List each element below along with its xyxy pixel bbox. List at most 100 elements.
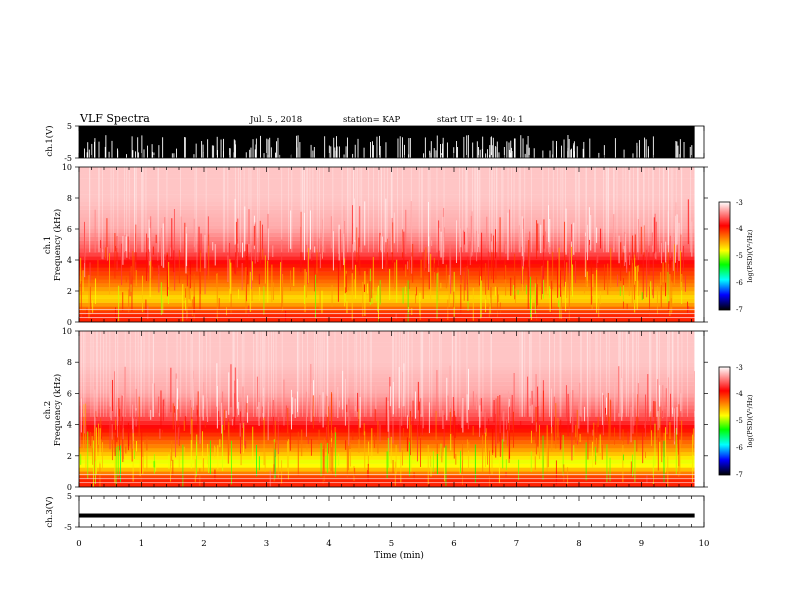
ch1-spectrogram-streak xyxy=(306,271,308,298)
ch2-spectrogram-streak xyxy=(115,419,117,430)
ch2-spectrogram-band xyxy=(79,448,695,453)
ch1-spectrogram-streak xyxy=(543,219,545,249)
ch1-spectrogram-streak xyxy=(536,220,538,259)
ch1-spectrogram-light-streak xyxy=(585,167,587,253)
ch1-spectrogram-streak xyxy=(158,265,160,293)
ch2-spectrogram-streak xyxy=(645,451,646,459)
ch2-spectrogram-light-streak xyxy=(232,331,234,417)
ch2-spectrogram-streak xyxy=(258,402,260,426)
ch1-spectrogram-streak xyxy=(204,235,206,269)
ch2-spectrogram-light-streak xyxy=(137,331,139,417)
ch1-spectrogram-streak xyxy=(238,289,240,299)
ch1-spectrogram-streak xyxy=(460,228,462,275)
ch2-spectrogram-streak xyxy=(666,406,668,435)
ch1-spectrogram-streak xyxy=(549,286,550,299)
ch2-spectrogram-light-streak xyxy=(302,331,303,417)
ch1-spectrogram-band xyxy=(79,279,695,284)
ch1-spectrogram-streak xyxy=(339,229,341,271)
ch1-spectrogram-streak xyxy=(300,211,302,259)
ch2-spectrogram-streak xyxy=(599,434,601,453)
ch2-spectrogram-band xyxy=(79,436,695,441)
ch1-spectrogram-streak xyxy=(522,218,524,266)
ch1-spectrogram-streak xyxy=(251,245,252,290)
ch2-spectrogram-light-streak xyxy=(626,331,628,417)
ch2-spectrogram-light-streak xyxy=(599,331,601,417)
ch1-spectrogram-streak xyxy=(244,206,246,252)
ch2-spectrogram-streak xyxy=(121,395,123,430)
ch1-spectrogram-streak xyxy=(430,253,432,300)
ch1-spectrogram-streak xyxy=(494,286,496,296)
ch1-spectrogram-streak xyxy=(466,227,468,244)
ch2-spectrogram-streak xyxy=(256,444,257,477)
ch1-spectrogram-streak xyxy=(161,228,162,266)
ch2-spectrogram-light-streak xyxy=(580,331,582,417)
ch2-spectrogram-streak xyxy=(595,446,597,462)
ch2-spectrogram-ytick-label: 10 xyxy=(62,327,72,336)
ch2-spectrogram-streak xyxy=(461,401,463,428)
ch2-spectrogram-light-streak xyxy=(354,331,356,417)
ch1-spectrogram-streak xyxy=(245,267,247,314)
ch1-spectrogram-streak xyxy=(640,226,642,255)
ch2-frequency-label: Frequency (kHz) xyxy=(52,374,63,446)
ch1-spectrogram-streak xyxy=(314,274,316,319)
ch1-spectrogram-light-streak xyxy=(542,167,544,253)
ch1-spectrogram-band xyxy=(79,275,695,280)
ch2-spectrogram-band xyxy=(79,444,695,449)
ch1-spectrogram-streak xyxy=(290,270,291,291)
ch1-spectrogram-streak xyxy=(466,266,468,285)
ch1-spectrogram-light-streak xyxy=(347,167,349,253)
ch1-spectrogram-light-streak xyxy=(135,167,137,253)
ch1-spectrogram-streak xyxy=(186,233,188,267)
ch2-spectrogram-light-streak xyxy=(327,331,328,417)
ch2-spectrogram-streak xyxy=(592,429,594,436)
ch2-spectrogram-ytick-label: 8 xyxy=(67,358,72,367)
ch1-spectrogram-band xyxy=(79,256,695,261)
ch2-spectrogram-streak xyxy=(678,436,680,467)
ch1-spectrogram-light-streak xyxy=(465,167,467,253)
ch2-spectrogram-streak xyxy=(238,401,240,415)
ch2-spectrogram-streak xyxy=(417,381,419,411)
ch1-spectrogram-streak xyxy=(629,255,631,266)
ch1-spectrogram-streak xyxy=(235,243,237,275)
ch2-spectrogram-streak xyxy=(389,376,391,422)
ch2-spectrogram-streak xyxy=(505,459,507,471)
ch1-spectrogram-streak xyxy=(126,234,128,258)
ch1-spectrogram-streak xyxy=(311,253,313,261)
ch1-spectrogram-light-streak xyxy=(496,167,498,253)
ch1-spectrogram-streak xyxy=(130,284,132,293)
ch2-spectrogram-light-streak xyxy=(100,331,101,417)
ch2-spectrogram-streak xyxy=(322,449,324,485)
ch2-spectrogram-streak xyxy=(281,460,283,484)
ch2-spectrogram-streak xyxy=(535,374,537,421)
ch1-spectrogram-blank xyxy=(694,167,704,322)
ch1-spectrogram-streak xyxy=(528,240,530,276)
ch1-spectrogram-light-streak xyxy=(672,167,674,253)
ch1-spectrogram-streak xyxy=(438,220,440,266)
ch2-spectrogram-streak xyxy=(182,444,184,487)
ch2-spectrogram-streak xyxy=(163,398,165,407)
ch2-spectrogram-streak xyxy=(575,433,577,444)
ch1-spectrogram-streak xyxy=(273,282,274,300)
ch2-spectrogram-streak xyxy=(637,394,639,424)
ch1-spectrogram-streak xyxy=(660,272,662,305)
ch1-spectrogram-streak xyxy=(573,222,575,255)
figure-start-time: start UT = 19: 40: 1 xyxy=(437,115,524,125)
ch2-spectrogram-streak xyxy=(605,408,607,424)
ch1-waveform-fill xyxy=(79,126,695,158)
ch2-spectrogram-streak xyxy=(374,408,376,422)
ch2-spectrogram-streak xyxy=(506,430,508,447)
ch1-spectrogram-streak xyxy=(464,231,466,245)
ch1-spectrogram-streak xyxy=(565,208,567,255)
ch1-spectrogram-streak xyxy=(127,236,129,266)
ch1-spectrogram-streak xyxy=(583,287,585,294)
ch1-spectrogram-light-streak xyxy=(462,167,464,253)
ch1-spectrogram-streak xyxy=(392,222,394,263)
ch2-spectrogram-streak xyxy=(632,392,634,411)
ch1-spectrogram-streak xyxy=(122,292,124,312)
ch1-spectrogram-streak xyxy=(568,272,570,320)
ch2-spectrogram-light-streak xyxy=(466,331,468,417)
ch2-spectrogram-light-streak xyxy=(198,331,200,417)
ch2-spectrogram-light-streak xyxy=(201,331,203,417)
ch1-spectrogram-streak xyxy=(171,218,173,259)
ch2-spectrogram-streak xyxy=(133,450,135,459)
